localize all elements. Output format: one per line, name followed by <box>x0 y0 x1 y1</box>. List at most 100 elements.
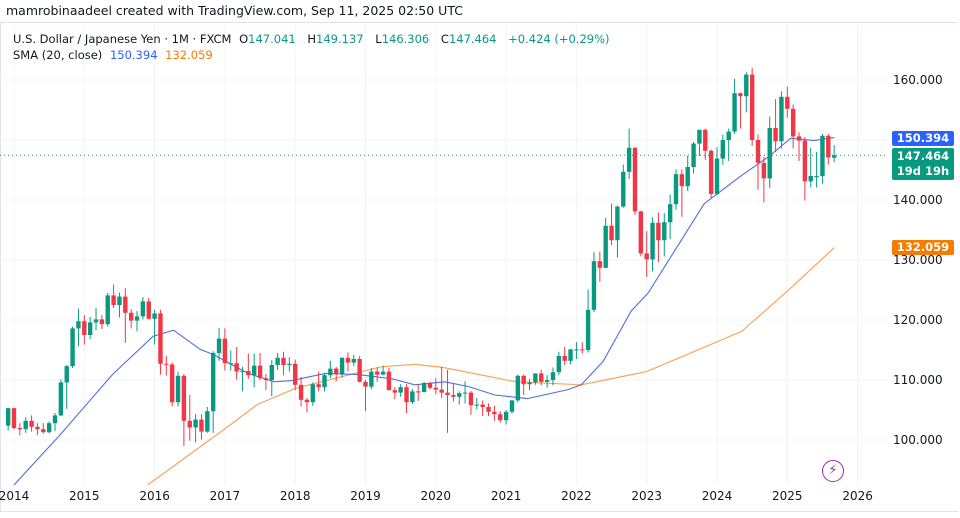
candle-body <box>76 321 81 329</box>
candle <box>626 128 632 179</box>
candle-body <box>457 393 462 397</box>
candle-body <box>99 319 105 325</box>
candle-body <box>146 301 151 319</box>
y-tick-label: 120.000 <box>893 313 943 327</box>
x-tick-label: 2019 <box>350 489 381 503</box>
candle <box>87 317 93 340</box>
candle <box>82 315 87 345</box>
candle-body <box>269 365 274 380</box>
candle <box>293 359 298 391</box>
candle <box>298 377 304 407</box>
candle-body <box>550 372 556 380</box>
candle <box>755 134 761 190</box>
x-tick-label: 2015 <box>69 489 100 503</box>
candle <box>328 360 333 379</box>
candle-body <box>498 414 503 421</box>
low-value: 146.306 <box>381 32 430 46</box>
candle <box>720 134 726 165</box>
sma-label[interactable]: SMA (20, close) <box>13 48 103 62</box>
candle <box>416 384 421 401</box>
candle-body <box>128 312 134 321</box>
candle-body <box>468 392 474 406</box>
candle-body <box>708 150 714 194</box>
candle-body <box>339 357 345 374</box>
candle <box>46 421 52 434</box>
candle-body <box>17 428 23 430</box>
legend: U.S. Dollar / Japanese Yen · 1M · FXCM O… <box>13 31 614 63</box>
candle-body <box>246 371 251 376</box>
candle-body <box>328 368 333 376</box>
candle-body <box>638 211 644 254</box>
candle <box>158 309 163 375</box>
candle <box>785 86 790 118</box>
candle <box>322 374 327 392</box>
candle <box>193 414 198 443</box>
candle <box>199 414 204 440</box>
open-label: O <box>239 32 249 46</box>
candle-body <box>796 136 802 141</box>
candle <box>767 116 772 188</box>
candle-body <box>644 253 649 260</box>
candle <box>697 129 702 157</box>
candle <box>644 231 649 277</box>
candle-body <box>369 371 374 387</box>
price-axis: 160.000 140.000 130.000 120.000 110.000 100.0… <box>893 73 943 447</box>
candle <box>445 369 450 433</box>
candle <box>779 91 784 149</box>
candle <box>310 382 315 406</box>
candle <box>515 374 521 403</box>
candle <box>732 78 737 134</box>
symbol-title[interactable]: U.S. Dollar / Japanese Yen · 1M · FXCM <box>13 32 232 46</box>
candle-body <box>427 383 433 388</box>
candle <box>304 398 310 413</box>
sma-orange-line <box>147 247 835 486</box>
candle <box>187 395 192 441</box>
candle-body <box>650 222 655 260</box>
candle-body <box>11 408 17 428</box>
sma-blue-price-label: 150.394 <box>892 131 954 146</box>
candle-body <box>621 171 626 207</box>
candle-body <box>574 349 579 351</box>
candle <box>673 169 679 210</box>
candle-body <box>111 295 116 305</box>
candle-body <box>785 96 790 109</box>
candle <box>615 205 620 258</box>
candle <box>334 366 339 382</box>
candle <box>58 379 64 416</box>
candle-body <box>509 400 515 412</box>
candle-body <box>580 349 585 351</box>
candle-body <box>316 384 321 388</box>
candle <box>287 357 292 372</box>
candle-body <box>41 429 46 433</box>
open-value: 147.041 <box>248 32 296 46</box>
candle-body <box>210 353 216 412</box>
candle <box>275 353 280 370</box>
candle <box>486 403 491 416</box>
candle-body <box>193 419 198 428</box>
candle <box>462 381 468 404</box>
candle-body <box>263 378 269 380</box>
candle-body <box>29 420 34 427</box>
candle <box>509 399 515 414</box>
candle-body <box>398 387 403 393</box>
candle <box>708 149 714 199</box>
candle <box>427 381 433 390</box>
candle <box>23 417 28 433</box>
candle <box>439 366 444 398</box>
lightning-icon[interactable]: ⚡ <box>822 460 844 482</box>
candle-body <box>761 162 767 179</box>
candle-body <box>527 382 532 385</box>
candle <box>662 213 667 257</box>
candle <box>398 384 403 397</box>
candle <box>70 326 75 368</box>
candle <box>738 92 743 129</box>
candle-body <box>515 375 521 401</box>
candle-body <box>462 392 468 394</box>
candle <box>539 369 544 386</box>
candle-body <box>181 375 187 421</box>
candle-body <box>656 222 661 241</box>
candle <box>726 128 731 161</box>
candle <box>796 132 802 161</box>
candle <box>667 194 673 239</box>
